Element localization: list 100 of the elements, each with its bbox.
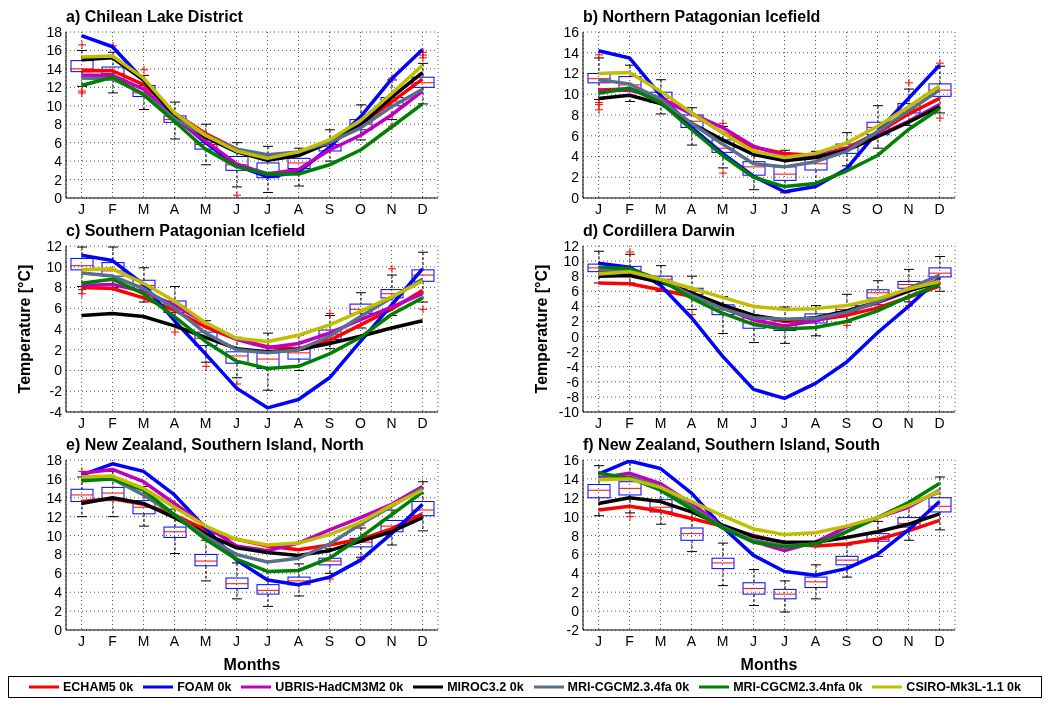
x-tick-label: O: [355, 632, 367, 649]
x-tick-label: A: [293, 632, 304, 649]
x-tick-label: A: [169, 632, 180, 649]
y-tick-label: 0: [571, 328, 580, 345]
y-tick-label: 14: [46, 60, 63, 77]
y-tick-label: 18: [46, 23, 63, 40]
x-tick-label: N: [903, 632, 914, 649]
x-tick-label: J: [595, 632, 602, 649]
x-tick-label: D: [934, 632, 945, 649]
x-tick-label: S: [324, 632, 335, 649]
y-tick-label: 10: [563, 508, 580, 525]
legend-label: FOAM 0k: [177, 680, 232, 694]
x-tick-label: O: [872, 200, 884, 217]
y-tick-label: 0: [54, 621, 63, 638]
y-tick-label: 14: [563, 44, 580, 61]
y-tick-label: 2: [54, 171, 63, 188]
x-tick-label: O: [872, 414, 884, 431]
x-tick-label: J: [264, 632, 271, 649]
x-tick-label: S: [324, 414, 335, 431]
x-tick-label: D: [417, 414, 428, 431]
x-tick-label: O: [872, 632, 884, 649]
y-tick-label: 8: [571, 106, 580, 123]
y-tick-label: 12: [46, 508, 63, 525]
y-tick-label: 2: [571, 313, 580, 330]
y-tick-label: -4: [49, 403, 63, 420]
y-tick-label: 16: [563, 451, 580, 468]
x-tick-label: M: [654, 414, 667, 431]
x-axis-title: Months: [740, 656, 798, 673]
x-tick-label: J: [595, 200, 602, 217]
x-tick-label: M: [654, 632, 667, 649]
y-tick-label: 12: [563, 65, 580, 82]
x-tick-label: F: [625, 414, 634, 431]
chart-title: c) Southern Patagonian Icefield: [66, 222, 306, 239]
y-tick-label: 8: [54, 546, 63, 563]
chart-title: f) New Zealand, Southern Island, South: [583, 436, 880, 453]
x-tick-label: A: [810, 414, 821, 431]
legend-label: ECHAM5 0k: [63, 680, 134, 694]
x-tick-label: D: [934, 200, 945, 217]
x-tick-label: N: [903, 200, 914, 217]
x-tick-label: M: [137, 414, 150, 431]
y-tick-label: 4: [54, 584, 63, 601]
y-tick-label: -2: [566, 343, 580, 360]
x-tick-label: M: [199, 200, 212, 217]
y-tick-label: 4: [571, 298, 580, 315]
x-tick-label: D: [934, 414, 945, 431]
legend-label: MRI-CGCM2.3.4nfa 0k: [733, 680, 863, 694]
y-tick-label: 12: [46, 237, 63, 254]
x-tick-label: A: [169, 414, 180, 431]
y-tick-label: 6: [571, 283, 580, 300]
x-tick-label: N: [903, 414, 914, 431]
chart-title: a) Chilean Lake District: [66, 8, 243, 25]
y-tick-label: 2: [54, 341, 63, 358]
y-tick-label: 16: [46, 42, 63, 59]
y-tick-label: 4: [54, 153, 63, 170]
y-tick-label: 16: [46, 470, 63, 487]
x-tick-label: A: [686, 632, 697, 649]
y-tick-label: 0: [571, 603, 580, 620]
x-tick-label: J: [595, 414, 602, 431]
y-tick-label: 6: [54, 300, 63, 317]
y-tick-label: 10: [563, 86, 580, 103]
y-tick-label: 0: [571, 189, 580, 206]
x-tick-label: A: [810, 200, 821, 217]
y-tick-label: -2: [49, 383, 63, 400]
y-tick-label: 4: [571, 565, 580, 582]
y-tick-label: 8: [571, 268, 580, 285]
x-tick-label: A: [810, 632, 821, 649]
y-tick-label: -2: [566, 621, 580, 638]
chart-title: b) Northern Patagonian Icefield: [583, 8, 821, 25]
y-tick-label: 4: [54, 320, 63, 337]
x-tick-label: F: [625, 200, 634, 217]
y-tick-label: 6: [571, 127, 580, 144]
x-tick-label: M: [137, 632, 150, 649]
y-tick-label: 2: [571, 169, 580, 186]
y-tick-label: 6: [54, 565, 63, 582]
x-tick-label: O: [355, 200, 367, 217]
x-tick-label: M: [716, 414, 729, 431]
x-tick-label: A: [293, 200, 304, 217]
x-tick-label: S: [841, 200, 852, 217]
y-tick-label: 12: [563, 489, 580, 506]
x-tick-label: A: [293, 414, 304, 431]
y-tick-label: 16: [563, 23, 580, 40]
x-tick-label: F: [108, 200, 117, 217]
x-tick-label: F: [625, 632, 634, 649]
x-tick-label: D: [417, 632, 428, 649]
x-tick-label: A: [169, 200, 180, 217]
x-tick-label: N: [386, 200, 397, 217]
x-tick-label: J: [233, 414, 240, 431]
x-tick-label: J: [78, 632, 85, 649]
y-tick-label: 8: [54, 116, 63, 133]
x-tick-label: M: [654, 200, 667, 217]
y-tick-label: 2: [54, 603, 63, 620]
y-tick-label: -8: [566, 388, 580, 405]
x-tick-label: S: [841, 414, 852, 431]
y-tick-label: 10: [46, 258, 63, 275]
y-tick-label: 0: [54, 362, 63, 379]
y-tick-label: 12: [563, 237, 580, 254]
y-tick-label: -10: [558, 403, 580, 420]
y-axis-title: Temperature [°C]: [15, 264, 33, 394]
y-tick-label: 10: [563, 253, 580, 270]
x-tick-label: O: [355, 414, 367, 431]
